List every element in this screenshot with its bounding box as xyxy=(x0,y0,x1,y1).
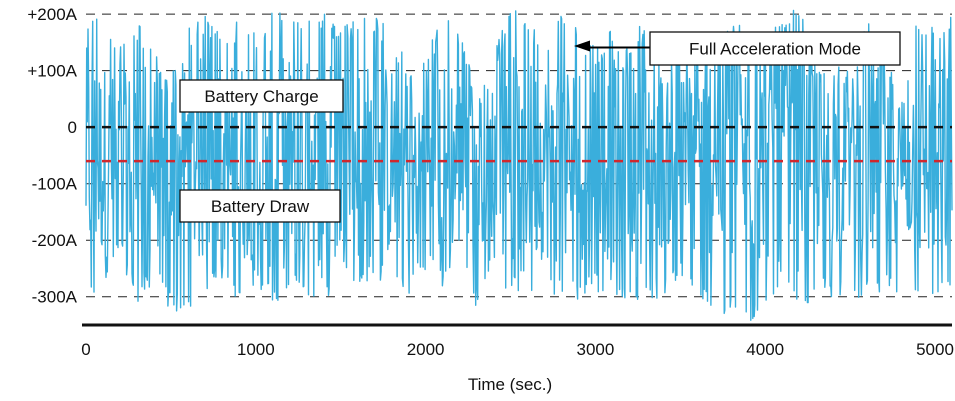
callout-label: Full Acceleration Mode xyxy=(689,40,861,59)
callout-box xyxy=(649,31,901,66)
annotation-layer: Full Acceleration Mode Battery Charge Batt… xyxy=(179,31,901,223)
x-tick-label: 5000 xyxy=(916,340,954,359)
callout-label: Battery Draw xyxy=(211,197,310,216)
y-tick-label: -200A xyxy=(32,231,78,250)
callout-battery-charge: Battery Charge xyxy=(179,79,344,113)
y-tick-label: +200A xyxy=(27,5,77,24)
x-axis-title: Time (sec.) xyxy=(468,375,552,394)
reference-lines xyxy=(86,125,952,163)
callout-label: Battery Charge xyxy=(204,87,318,106)
series-layer xyxy=(85,9,953,321)
x-tick-label: 1000 xyxy=(237,340,275,359)
y-tick-label: -100A xyxy=(32,175,78,194)
callout-battery-draw: Battery Draw xyxy=(179,189,341,223)
x-tick-label: 2000 xyxy=(407,340,445,359)
callout-box xyxy=(179,189,341,223)
x-tick-label: 0 xyxy=(81,340,90,359)
callout-arrowhead xyxy=(574,40,590,52)
x-tick-label: 3000 xyxy=(576,340,614,359)
x-tick-label: 4000 xyxy=(746,340,784,359)
battery-current-series xyxy=(85,9,953,321)
callout-full-acceleration-mode: Full Acceleration Mode xyxy=(574,31,901,66)
y-tick-label: +100A xyxy=(27,62,77,81)
axis-layer: +200A +100A 0 -100A -200A -300A 0 1000 2000 3000 4… xyxy=(27,5,954,359)
y-tick-label: -300A xyxy=(32,288,78,307)
y-tick-label: 0 xyxy=(68,118,77,137)
callout-box xyxy=(179,79,344,113)
